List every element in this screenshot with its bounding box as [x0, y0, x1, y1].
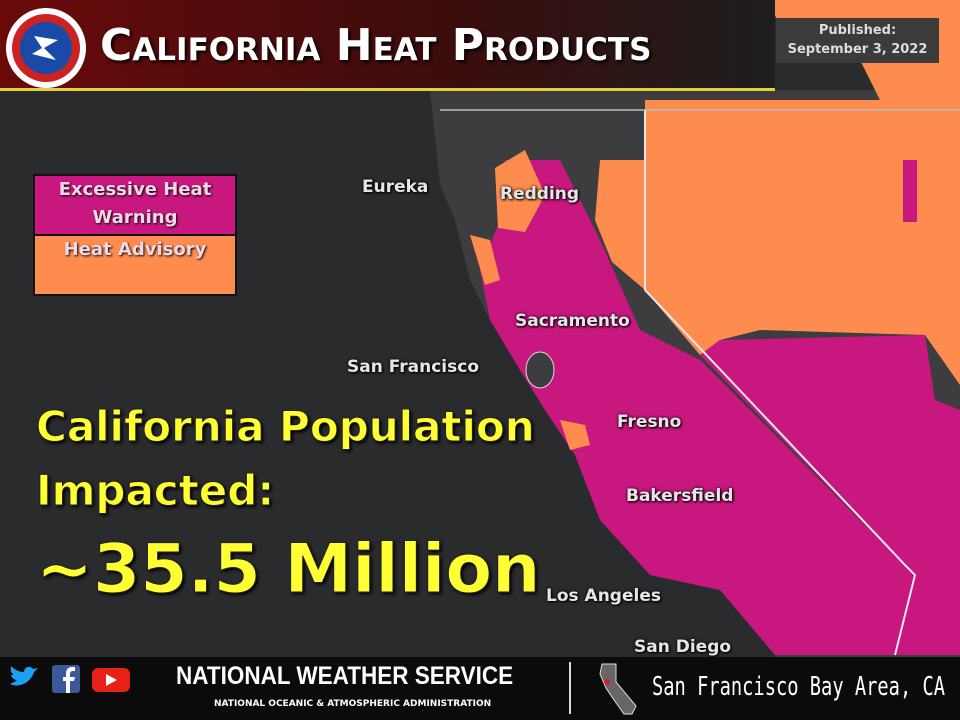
legend-advisory: Heat Advisory: [33, 234, 237, 296]
published-box: Published: September 3, 2022: [776, 18, 939, 63]
city-label: San Francisco: [347, 357, 479, 377]
headline-line1: California Population: [36, 402, 536, 452]
footer-parent: NATIONAL OCEANIC & ATMOSPHERIC ADMINISTR…: [214, 699, 492, 709]
footer-office: San Francisco Bay Area, CA: [652, 672, 946, 702]
city-label: Bakersfield: [626, 486, 734, 506]
logo-center: [20, 22, 72, 74]
header-bar: [0, 0, 775, 91]
youtube-play: [106, 674, 117, 686]
ca-icon-dot: [604, 679, 610, 685]
city-label: Los Angeles: [546, 586, 661, 606]
nws-logo: [6, 8, 86, 88]
warning-small: [903, 160, 917, 222]
city-label: Fresno: [617, 412, 682, 432]
advisory-coast: [470, 235, 500, 285]
facebook-f: [63, 667, 75, 693]
ca-icon: [599, 663, 637, 715]
published-label: Published:: [818, 23, 897, 38]
footer-divider: [569, 662, 571, 714]
bay: [525, 351, 555, 389]
headline-value: ~35.5 Million: [35, 530, 541, 610]
logo-cloud: [32, 36, 58, 60]
city-label: Eureka: [362, 177, 429, 197]
city-label: San Diego: [634, 637, 732, 657]
city-label: Sacramento: [515, 311, 630, 331]
title: California Heat Products: [100, 20, 652, 71]
warning-california: [480, 160, 915, 655]
headline-line2: Impacted:: [35, 466, 275, 516]
footer-bar: [0, 657, 960, 720]
state-border: [644, 110, 917, 656]
ca-icon-shape: [599, 663, 637, 715]
published-date: September 3, 2022: [787, 42, 928, 57]
legend-warning: Excessive Heat Warning: [33, 174, 237, 236]
footer-agency: NATIONAL WEATHER SERVICE: [176, 662, 514, 690]
city-label: Redding: [500, 184, 580, 204]
advisory-northeast: [595, 160, 645, 290]
social-icons: [10, 665, 130, 693]
twitter-icon[interactable]: [10, 666, 38, 686]
advisory-redding: [495, 150, 545, 232]
warning-nevada: [700, 335, 960, 655]
advisory-nevada: [645, 100, 960, 385]
advisory-coast: [560, 420, 590, 450]
